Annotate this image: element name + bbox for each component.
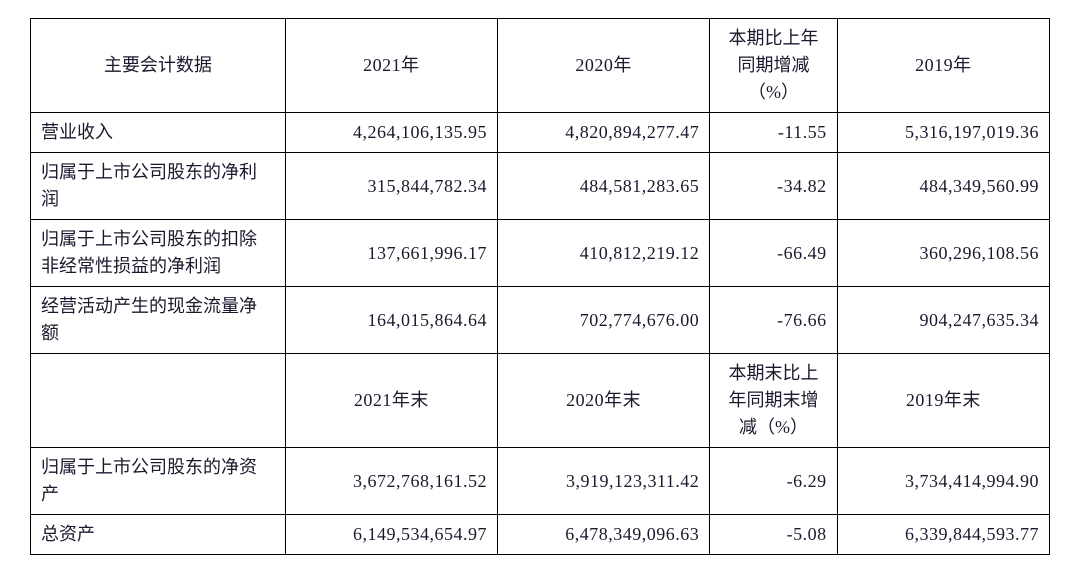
cell-y2019: 5,316,197,019.36 [837, 113, 1049, 153]
header-y2020: 2020年 [498, 19, 710, 113]
row-label: 营业收入 [31, 113, 286, 153]
row-label: 归属于上市公司股东的净资产 [31, 448, 286, 515]
header-label [31, 354, 286, 448]
header-y2021: 2021年 [285, 19, 497, 113]
header-change: 本期末比上年同期末增减（%） [710, 354, 837, 448]
data-row-2-1: 总资产6,149,534,654.976,478,349,096.63-5.08… [31, 515, 1050, 555]
cell-change: -5.08 [710, 515, 837, 555]
cell-y2021: 3,672,768,161.52 [285, 448, 497, 515]
cell-change: -66.49 [710, 220, 837, 287]
cell-y2020: 702,774,676.00 [498, 287, 710, 354]
cell-y2020: 410,812,219.12 [498, 220, 710, 287]
header-change: 本期比上年同期增减（%） [710, 19, 837, 113]
data-row-1-0: 营业收入4,264,106,135.954,820,894,277.47-11.… [31, 113, 1050, 153]
header-label: 主要会计数据 [31, 19, 286, 113]
cell-y2020: 3,919,123,311.42 [498, 448, 710, 515]
header-y2021: 2021年末 [285, 354, 497, 448]
row-label: 归属于上市公司股东的净利润 [31, 153, 286, 220]
cell-y2021: 6,149,534,654.97 [285, 515, 497, 555]
cell-y2019: 484,349,560.99 [837, 153, 1049, 220]
cell-y2021: 137,661,996.17 [285, 220, 497, 287]
header-row-1: 主要会计数据2021年2020年本期比上年同期增减（%）2019年 [31, 19, 1050, 113]
header-row-2: 2021年末2020年末本期末比上年同期末增减（%）2019年末 [31, 354, 1050, 448]
data-row-1-2: 归属于上市公司股东的扣除非经常性损益的净利润137,661,996.17410,… [31, 220, 1050, 287]
cell-y2019: 3,734,414,994.90 [837, 448, 1049, 515]
cell-y2020: 6,478,349,096.63 [498, 515, 710, 555]
cell-change: -6.29 [710, 448, 837, 515]
row-label: 总资产 [31, 515, 286, 555]
cell-y2021: 315,844,782.34 [285, 153, 497, 220]
data-row-1-1: 归属于上市公司股东的净利润315,844,782.34484,581,283.6… [31, 153, 1050, 220]
header-y2020: 2020年末 [498, 354, 710, 448]
header-y2019: 2019年末 [837, 354, 1049, 448]
row-label: 经营活动产生的现金流量净额 [31, 287, 286, 354]
cell-y2021: 4,264,106,135.95 [285, 113, 497, 153]
row-label: 归属于上市公司股东的扣除非经常性损益的净利润 [31, 220, 286, 287]
cell-y2019: 6,339,844,593.77 [837, 515, 1049, 555]
cell-change: -76.66 [710, 287, 837, 354]
cell-change: -34.82 [710, 153, 837, 220]
cell-y2020: 484,581,283.65 [498, 153, 710, 220]
cell-y2019: 904,247,635.34 [837, 287, 1049, 354]
cell-change: -11.55 [710, 113, 837, 153]
cell-y2019: 360,296,108.56 [837, 220, 1049, 287]
cell-y2020: 4,820,894,277.47 [498, 113, 710, 153]
data-row-1-3: 经营活动产生的现金流量净额164,015,864.64702,774,676.0… [31, 287, 1050, 354]
data-row-2-0: 归属于上市公司股东的净资产3,672,768,161.523,919,123,3… [31, 448, 1050, 515]
cell-y2021: 164,015,864.64 [285, 287, 497, 354]
header-y2019: 2019年 [837, 19, 1049, 113]
financial-table: 主要会计数据2021年2020年本期比上年同期增减（%）2019年营业收入4,2… [30, 18, 1050, 555]
